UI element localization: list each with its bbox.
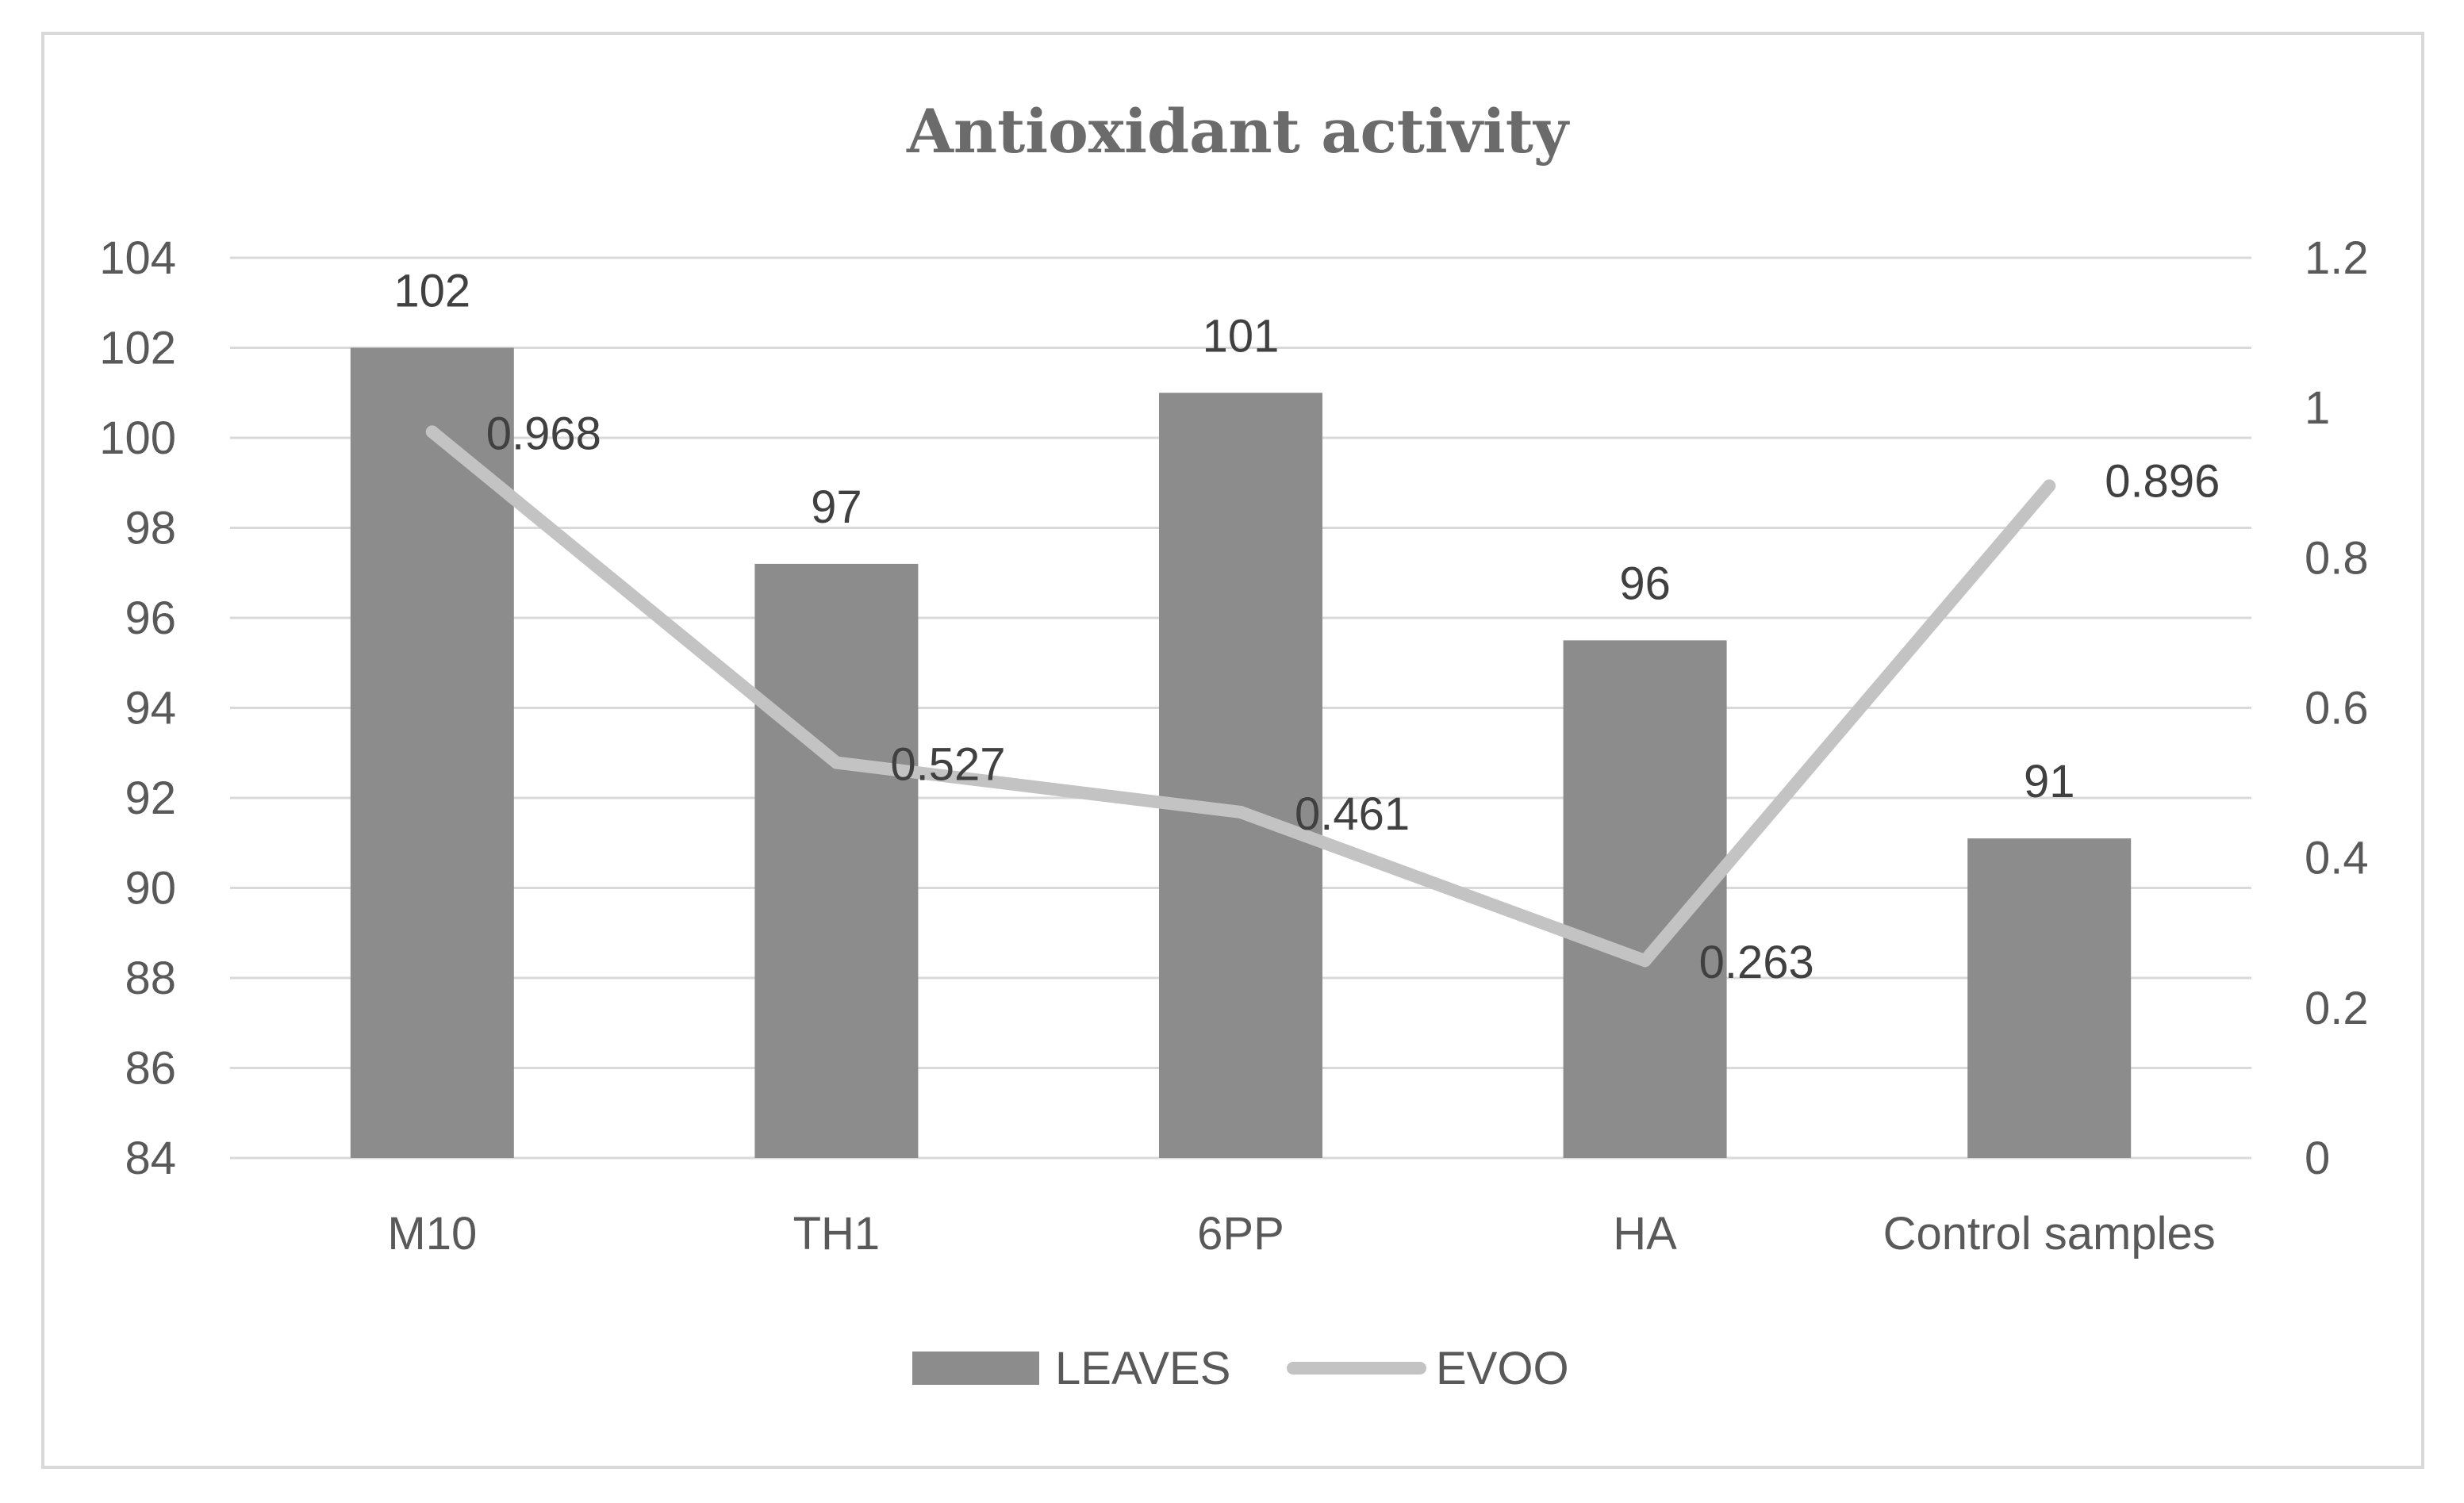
legend: LEAVES EVOO xyxy=(912,1343,1569,1394)
line-data-label: 0.461 xyxy=(1295,788,1410,840)
legend-label-leaves: LEAVES xyxy=(1055,1343,1230,1394)
line-data-label: 0.896 xyxy=(2105,456,2220,508)
y-left-tick-label: 102 xyxy=(99,323,176,374)
x-tick-label: TH1 xyxy=(793,1208,881,1260)
y-left-tick-label: 88 xyxy=(125,953,176,1004)
bar-data-label: 97 xyxy=(811,481,862,533)
evoo-point xyxy=(830,756,843,769)
data-labels: 102 97 101 96 91 0.968 0.527 0.461 0.263 0.896 xyxy=(393,266,2220,989)
line-data-label: 0.968 xyxy=(486,408,601,459)
line-data-label: 0.527 xyxy=(890,739,1005,791)
y-left-tick-label: 100 xyxy=(99,412,176,464)
x-tick-label: Control samples xyxy=(1883,1208,2216,1260)
y-right-tick-label: 0.6 xyxy=(2305,683,2369,734)
bar-leaves xyxy=(1967,838,2132,1158)
y-right-tick-label: 0 xyxy=(2305,1133,2330,1184)
x-tick-label: 6PP xyxy=(1197,1208,1284,1260)
y-left-tick-label: 86 xyxy=(125,1043,176,1095)
bar-data-label: 91 xyxy=(2024,756,2075,807)
x-tick-label: M10 xyxy=(387,1208,477,1260)
bar-data-label: 96 xyxy=(1619,558,1671,609)
bar-data-label: 101 xyxy=(1203,310,1280,362)
y-right-tick-label: 0.8 xyxy=(2305,532,2369,584)
y-right-tick-label: 1 xyxy=(2305,382,2330,434)
bar-leaves xyxy=(350,347,514,1158)
y-right-tick-label: 0.4 xyxy=(2305,833,2369,884)
bar-data-label: 102 xyxy=(393,266,470,317)
evoo-point xyxy=(1638,954,1652,968)
chart-title: Antioxidant activity xyxy=(906,96,1570,167)
axis-labels: 84 86 88 90 92 94 96 98 100 102 104 0 0.2 0.4 0.6 0.8 1 1… xyxy=(99,232,2368,1260)
x-tick-label: HA xyxy=(1613,1208,1677,1260)
y-left-tick-label: 84 xyxy=(125,1133,176,1184)
legend-swatch-leaves xyxy=(912,1352,1039,1385)
bar-leaves xyxy=(754,563,919,1158)
y-right-tick-label: 1.2 xyxy=(2305,232,2369,284)
bar-leaves xyxy=(1159,393,1322,1158)
y-left-tick-label: 96 xyxy=(125,592,176,644)
evoo-point xyxy=(425,425,439,439)
evoo-point xyxy=(2043,479,2056,493)
line-data-label: 0.263 xyxy=(1699,937,1814,988)
y-left-tick-label: 94 xyxy=(125,683,176,734)
y-left-tick-label: 90 xyxy=(125,863,176,914)
legend-label-evoo: EVOO xyxy=(1436,1343,1569,1394)
y-left-tick-label: 98 xyxy=(125,503,176,554)
evoo-line-layer xyxy=(425,425,2056,968)
evoo-point xyxy=(1234,805,1247,819)
y-left-tick-label: 104 xyxy=(99,232,176,284)
y-right-tick-label: 0.2 xyxy=(2305,983,2369,1034)
y-left-tick-label: 92 xyxy=(125,773,176,824)
